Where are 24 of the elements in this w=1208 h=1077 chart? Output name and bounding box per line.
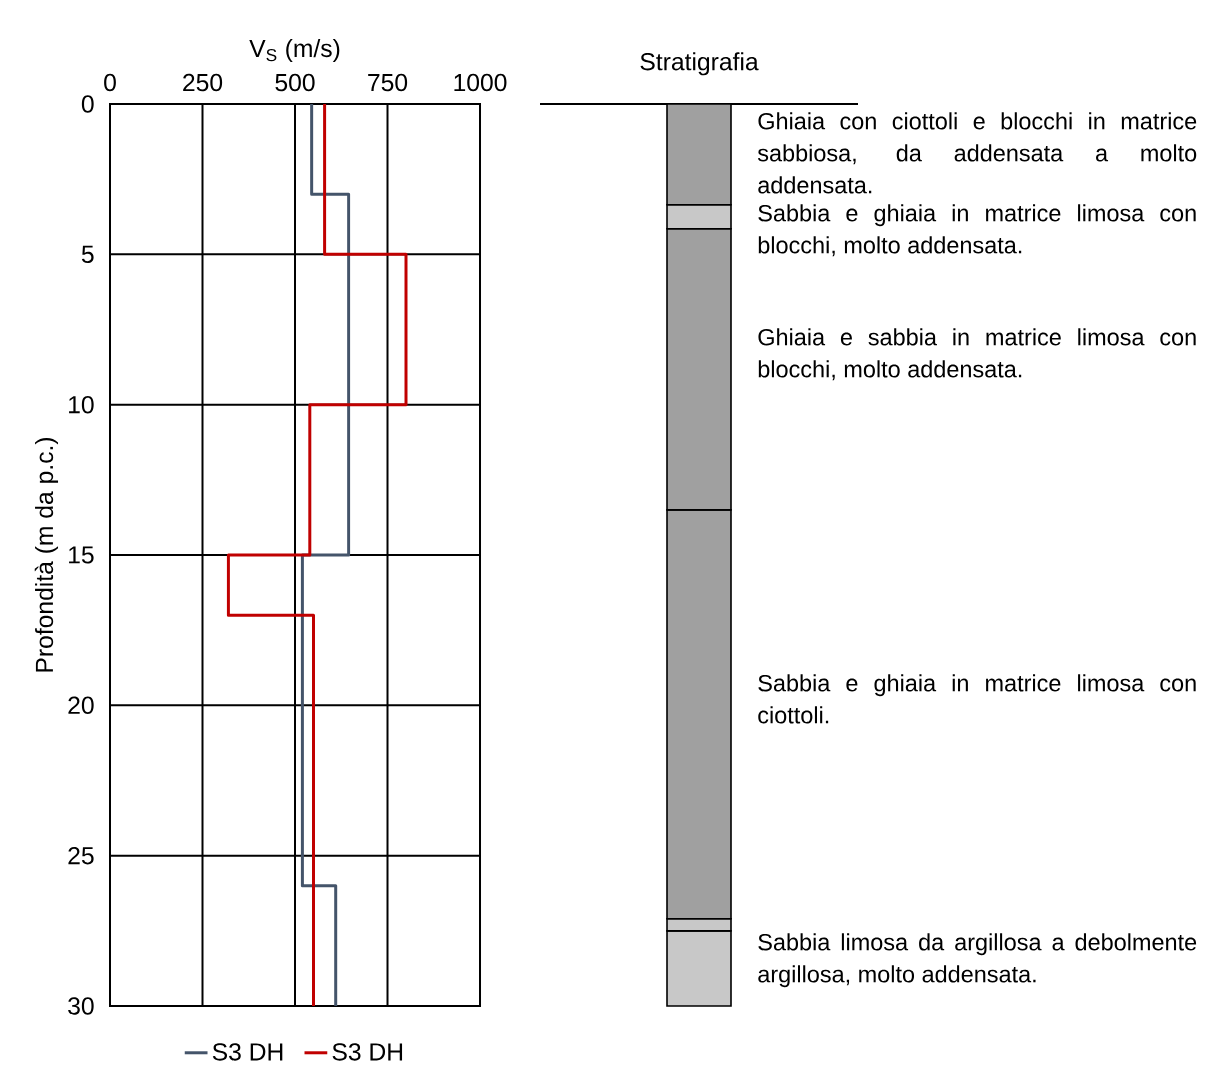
x-tick-label: 250 xyxy=(183,73,223,92)
legend-label: S3 DH xyxy=(332,1043,403,1061)
y-tick-label: 15 xyxy=(69,546,94,564)
text: Ghiaia e sabbia in matrice limosa con blocchi, molto addensata. xyxy=(758,328,1196,381)
y-tick-label: 5 xyxy=(81,245,94,263)
legend-label: S3 DH xyxy=(212,1043,283,1061)
x-tick-label: 500 xyxy=(275,73,315,92)
y-tick-label: 10 xyxy=(69,395,94,414)
y-tick-label: 20 xyxy=(68,696,94,715)
line-series xyxy=(300,104,351,1006)
x-tick-label: 0 xyxy=(104,73,116,92)
y-tick-label: 30 xyxy=(68,997,94,1015)
x-axis-title: V$_{S}$ (m/s) xyxy=(249,39,340,62)
x-tick-label: 1000 xyxy=(454,73,507,92)
text: Sabbia limosa da argillosa a debolmente argillosa, molto addensata. xyxy=(758,933,1197,988)
chart-title: Stratigrafia xyxy=(640,52,759,76)
y-axis-title: Profondità (m da p.c.) xyxy=(34,437,59,672)
text: Sabbia e ghiaia in matrice limosa con ciottoli. xyxy=(758,674,1196,724)
text: Ghiaia con ciottoli e blocchi in matrice sabbiosa, da addensata a molto addensata. xyxy=(757,112,1197,194)
y-tick-label: 25 xyxy=(68,846,94,865)
x-tick-label: 750 xyxy=(368,73,408,92)
line-series xyxy=(226,104,408,1006)
text: Sabbia e ghiaia in matrice limosa con blocchi, molto addensata. xyxy=(758,204,1196,257)
y-tick-label: 0 xyxy=(81,95,94,113)
